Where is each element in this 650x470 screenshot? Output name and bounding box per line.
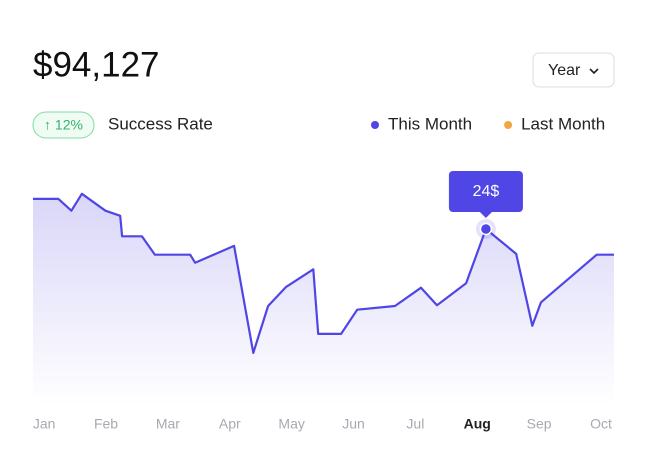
tooltip-label: 24$	[473, 183, 500, 200]
badge	[32, 111, 95, 139]
x-tick-label: Mar	[156, 416, 180, 432]
x-tick-label: Jul	[406, 416, 424, 432]
legend-dot	[504, 121, 513, 129]
total: $94,127	[33, 45, 160, 84]
line	[33, 192, 614, 354]
period-button[interactable]: Year	[532, 52, 615, 88]
x-tick-label: Aug	[464, 416, 491, 432]
badge-text: ↑ 12%	[44, 117, 83, 133]
button-frame[interactable]	[532, 52, 615, 88]
x-tick-label: Feb	[94, 416, 118, 432]
area	[33, 193, 614, 405]
chevron[interactable]	[589, 68, 599, 75]
legend-label: This Month	[388, 114, 472, 133]
x-tick-label: Jan	[33, 416, 56, 432]
tooltip-pointer	[479, 212, 492, 218]
legend-dot	[371, 121, 379, 129]
x-tick-label: May	[278, 416, 304, 432]
x-tick-label: Sep	[527, 416, 552, 432]
tooltip-box	[448, 171, 523, 212]
legend-label: Last Month	[521, 114, 605, 133]
button-label[interactable]: Year	[548, 62, 581, 79]
x-tick-label: Apr	[219, 416, 241, 432]
x-tick-label: Oct	[590, 416, 612, 432]
badge-label: Success Rate	[108, 114, 213, 133]
x-tick-label: Jun	[342, 416, 365, 432]
highlight-point	[479, 222, 493, 236]
